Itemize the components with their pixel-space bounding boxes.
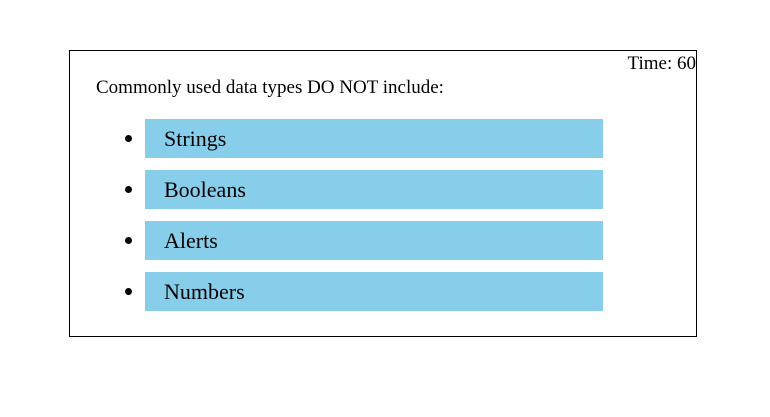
timer-label: Time: 60 (627, 53, 696, 74)
bullet-icon (125, 237, 132, 244)
bullet-icon (125, 135, 132, 142)
choice-button-alerts[interactable]: Alerts (145, 221, 603, 260)
bullet-icon (125, 186, 132, 193)
quiz-container: Time: 60 Commonly used data types DO NOT… (69, 50, 697, 337)
question-text: Commonly used data types DO NOT include: (96, 77, 444, 98)
choice-button-numbers[interactable]: Numbers (145, 272, 603, 311)
bullet-icon (125, 288, 132, 295)
choice-button-booleans[interactable]: Booleans (145, 170, 603, 209)
choice-button-strings[interactable]: Strings (145, 119, 603, 158)
